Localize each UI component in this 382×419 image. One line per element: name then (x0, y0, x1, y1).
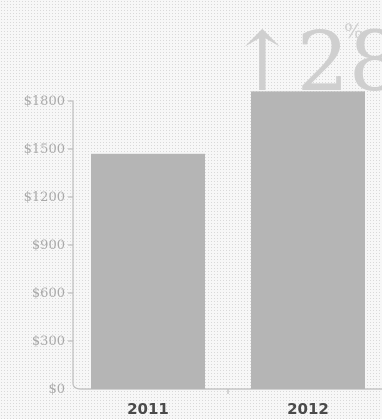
x-tick-label-2012: 2012 (287, 400, 329, 418)
growth-unit: % (344, 19, 363, 43)
bar-2011 (91, 153, 205, 389)
y-tick-label: $1500 (24, 142, 65, 157)
y-tick-label: $600 (32, 286, 65, 301)
bar-2012 (251, 91, 365, 390)
axis-line (72, 101, 382, 390)
x-axis-labels: 2011 2012 (127, 389, 329, 418)
y-tick-label: $300 (32, 334, 65, 349)
bars (91, 91, 365, 390)
x-tick-label-2011: 2011 (127, 400, 169, 418)
y-tick-label: $1200 (24, 190, 65, 205)
growth-value: ↑28 (228, 15, 382, 110)
growth-annotation: ↑28 % (228, 15, 382, 110)
y-tick-label: $900 (32, 238, 65, 253)
y-tick-label: $1800 (24, 94, 65, 109)
y-tick-label: $0 (48, 382, 65, 397)
y-axis: $0 $300 $600 $900 $1200 $1500 $1800 (24, 94, 382, 397)
